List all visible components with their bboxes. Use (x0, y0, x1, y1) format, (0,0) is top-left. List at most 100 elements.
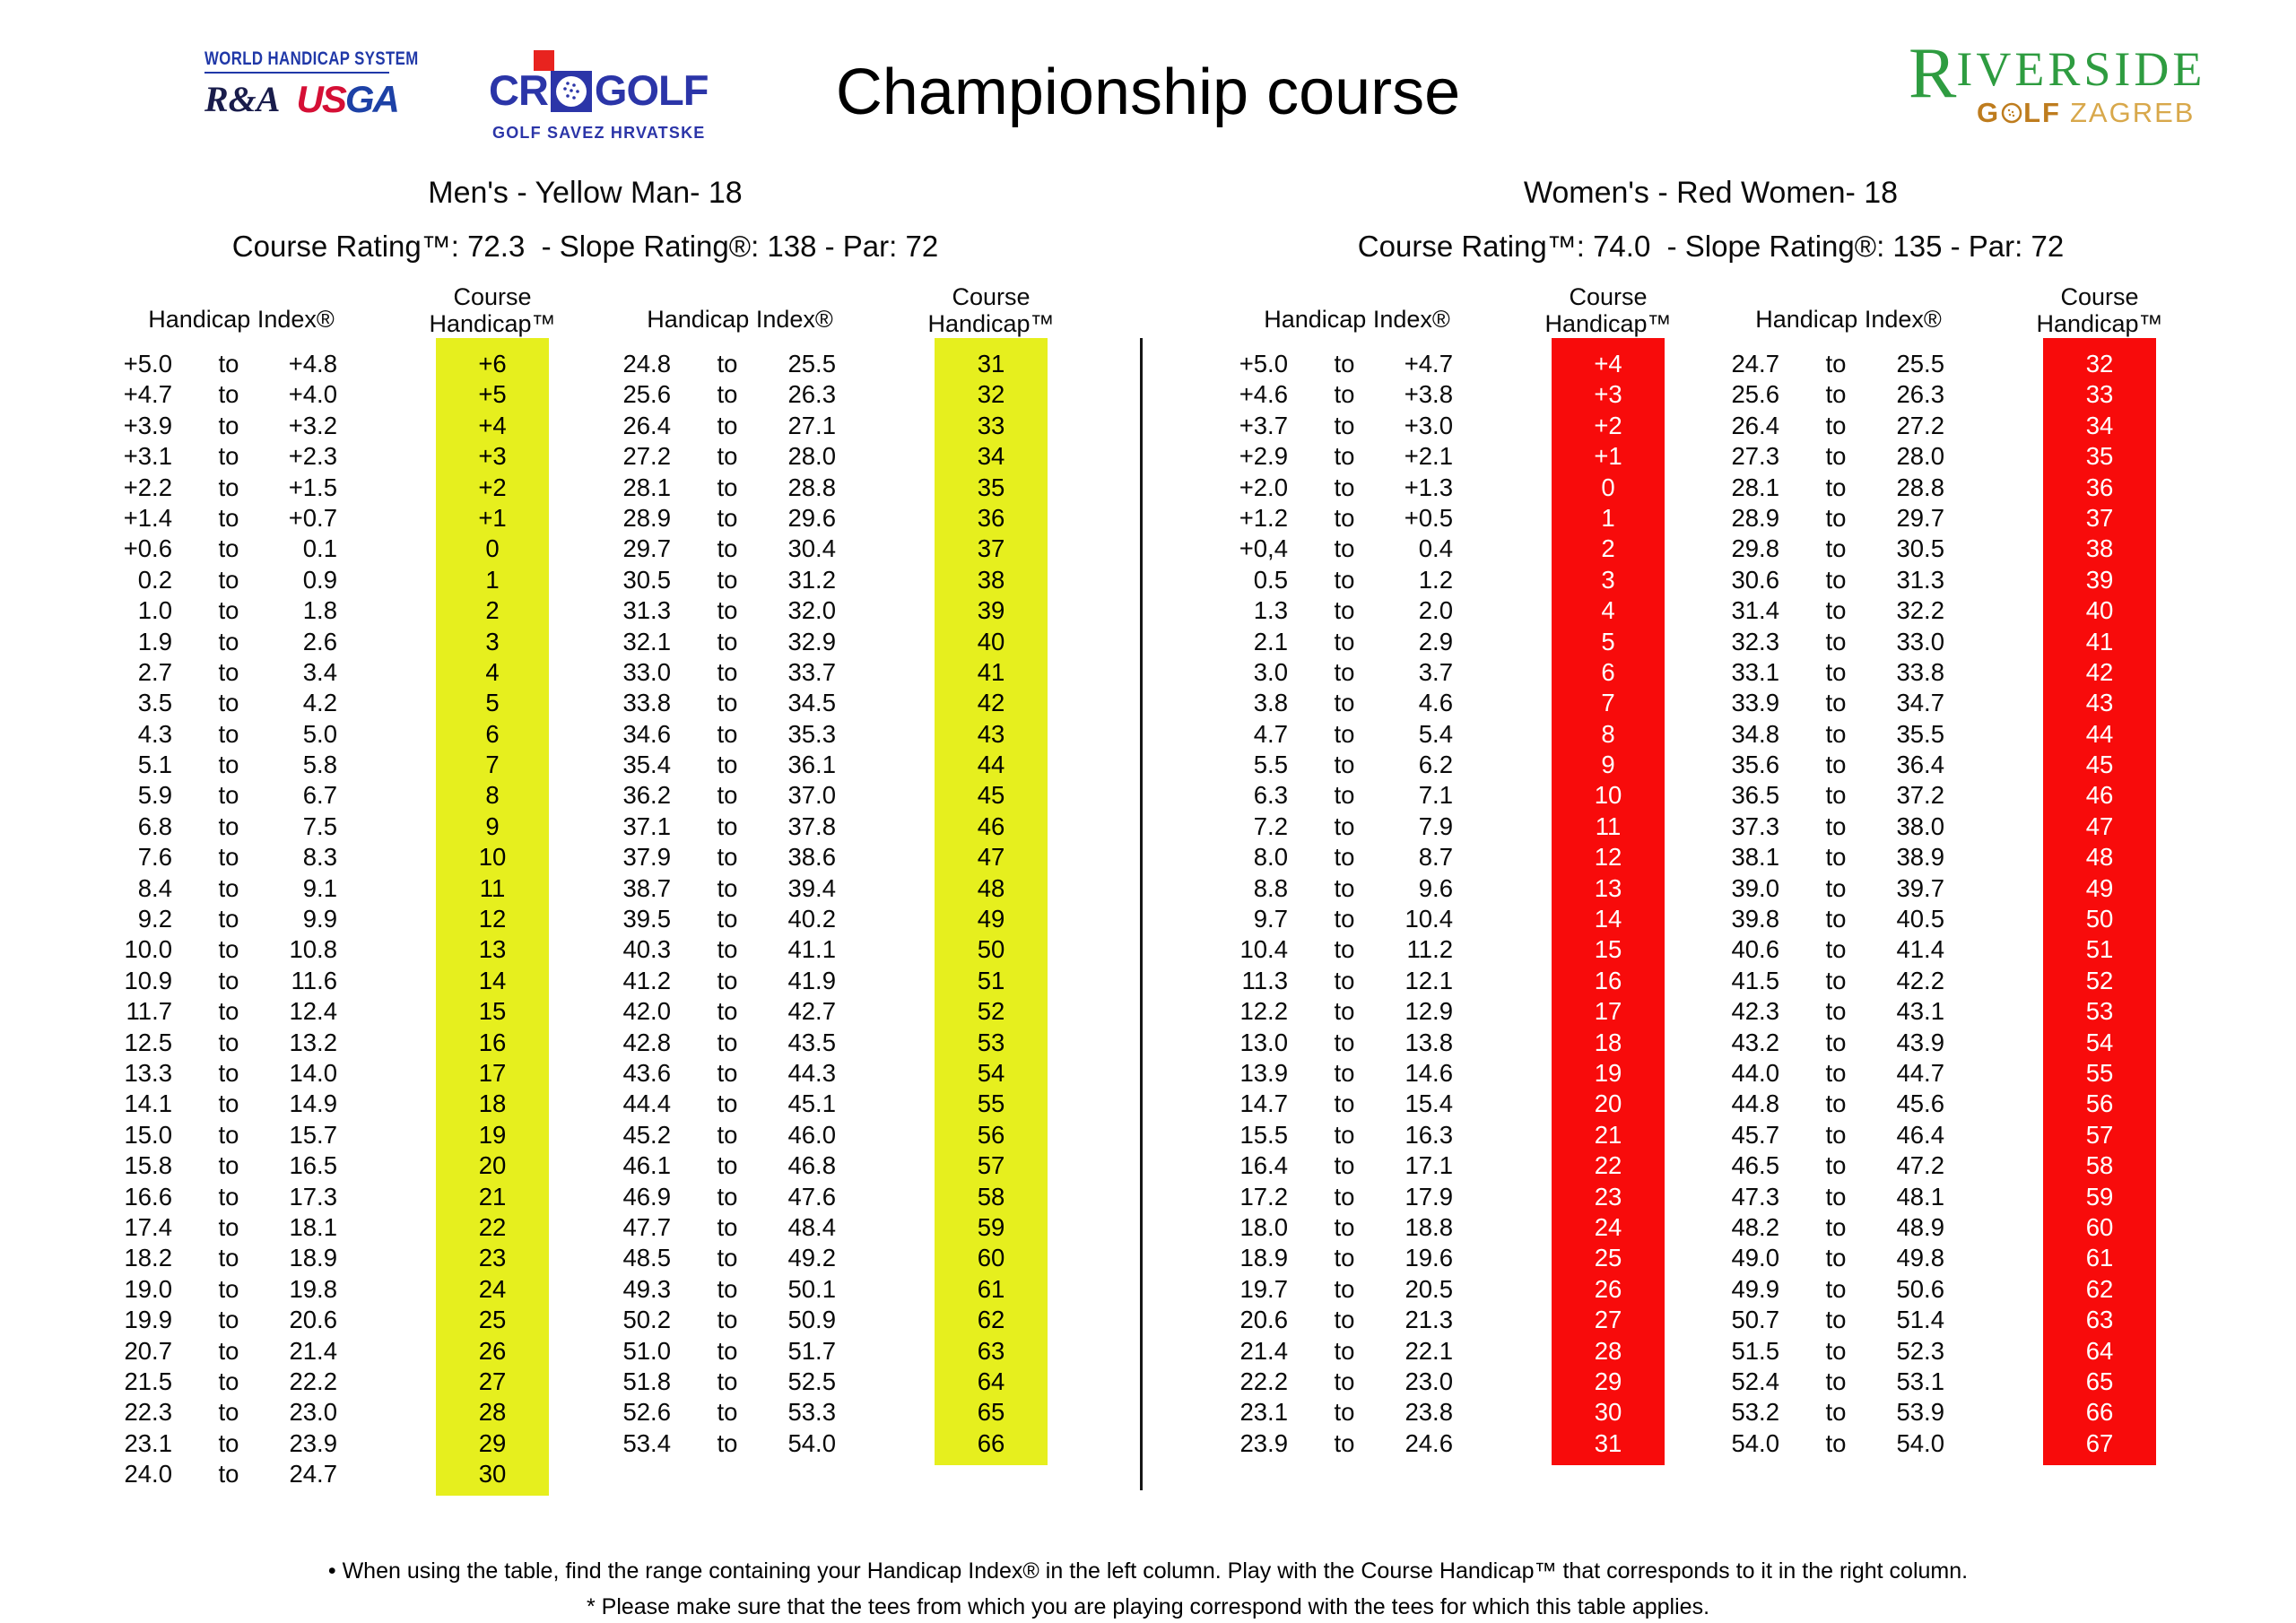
spacer (1779, 1243, 1812, 1273)
spacer (752, 1459, 761, 1465)
spacer (671, 565, 703, 595)
table-row: +4.7 to +4.0 +5 (66, 379, 551, 411)
course-handicap-value: 13 (1552, 872, 1665, 905)
handicap-index-high: 16.5 (289, 1151, 337, 1180)
to-label (1812, 1459, 1860, 1465)
spacer (1288, 1028, 1320, 1058)
spacer (1453, 1305, 1552, 1335)
spacer (1453, 1243, 1552, 1273)
spacer (671, 996, 703, 1027)
spacer (1944, 1274, 2043, 1305)
table-row: 42.0 to 42.7 52 (565, 996, 1049, 1028)
course-handicap-value: 45 (935, 780, 1048, 812)
handicap-index-low: 10.4 (1239, 935, 1288, 964)
handicap-index-high: 19.6 (1405, 1244, 1453, 1272)
handicap-index-low: 3.0 (1253, 657, 1288, 686)
to-label: to (1825, 1028, 1847, 1056)
handicap-index-low (1674, 1459, 1779, 1465)
to-label: to (1334, 503, 1355, 532)
handicap-index-low: 50.2 (622, 1306, 671, 1334)
table-row: 21.5 to 22.2 27 (66, 1366, 551, 1398)
course-handicap-value: 33 (2043, 379, 2156, 411)
spacer (1369, 904, 1378, 934)
handicap-index-low: 41.2 (622, 966, 671, 994)
spacer (1860, 842, 1869, 872)
spacer (671, 1120, 703, 1150)
course-handicap-value: 46 (935, 811, 1048, 843)
handicap-index-high: 48.1 (1896, 1182, 1944, 1211)
handicap-index-high: 36.4 (1896, 751, 1944, 779)
spacer (1369, 750, 1378, 780)
spacer (671, 1028, 703, 1058)
spacer (172, 873, 204, 904)
to-label: to (1334, 719, 1355, 748)
to-label: to (1825, 1058, 1847, 1087)
spacer (172, 842, 204, 872)
handicap-index-high: 10.8 (289, 935, 337, 964)
table-row: 35.4 to 36.1 44 (565, 750, 1049, 781)
to-label: to (218, 473, 239, 501)
to-label: to (717, 411, 738, 439)
spacer (172, 1182, 204, 1212)
spacer (1453, 812, 1552, 842)
spacer (1453, 1212, 1552, 1243)
handicap-index-low: 54.0 (1731, 1428, 1779, 1457)
handicap-index-low: 46.9 (622, 1182, 671, 1211)
spacer (337, 873, 436, 904)
course-handicap-value: 36 (2043, 472, 2156, 503)
spacer (1860, 780, 1869, 811)
course-handicap-value: 37 (935, 534, 1048, 565)
table-row: 13.9 to 14.6 19 (1182, 1057, 1666, 1089)
table-row (1674, 338, 2158, 349)
spacer (1453, 1182, 1552, 1212)
spacer (172, 534, 204, 564)
handicap-index-low: 49.0 (1731, 1244, 1779, 1272)
spacer (752, 966, 761, 996)
spacer (1944, 1058, 2043, 1089)
spacer (1288, 873, 1320, 904)
spacer (1453, 873, 1552, 904)
table-row: +3.7 to +3.0 +2 (1182, 410, 1666, 442)
handicap-index-high: 54.0 (1896, 1428, 1944, 1457)
handicap-index-low: 24.0 (124, 1460, 172, 1488)
spacer (1779, 1397, 1812, 1428)
table-row: 10.4 to 11.2 15 (1182, 934, 1666, 966)
table-row: 38.1 to 38.9 48 (1674, 842, 2158, 873)
table-row (1182, 338, 1666, 349)
men-table-group-1: Handicap Index® Course Handicap™ +5.0 to +4… (66, 282, 556, 1497)
course-handicap-value: 50 (935, 934, 1048, 966)
course-handicap-value: 44 (2043, 718, 2156, 751)
to-label: to (218, 1058, 239, 1087)
handicap-index-high: +4.8 (288, 350, 337, 378)
spacer (1944, 719, 2043, 750)
handicap-index-low: 40.6 (1731, 935, 1779, 964)
handicap-index-high: 32.9 (787, 627, 836, 655)
table-row: 53.4 to 54.0 66 (565, 1428, 1049, 1460)
men-table-group-2: Handicap Index® Course Handicap™ 24.8 to 25… (565, 282, 1055, 1466)
spacer (172, 1243, 204, 1273)
spacer (253, 441, 262, 472)
course-handicap-value: 57 (935, 1150, 1048, 1182)
to-label: to (1825, 627, 1847, 655)
spacer (1453, 780, 1552, 811)
handicap-index-low: 0.5 (1253, 565, 1288, 594)
course-handicap-value: 62 (935, 1305, 1048, 1336)
course-handicap-value: 12 (436, 904, 549, 935)
handicap-index-low: 45.7 (1731, 1120, 1779, 1149)
spacer (1944, 379, 2043, 410)
spacer (752, 873, 761, 904)
spacer (253, 379, 262, 410)
spacer (1779, 1367, 1812, 1397)
handicap-index-low: 5.9 (137, 781, 172, 810)
course-handicap-value: 24 (436, 1273, 549, 1306)
course-handicap-value: +2 (436, 472, 549, 503)
course-handicap-value: 10 (436, 842, 549, 873)
course-handicap-value: 56 (2043, 1089, 2156, 1120)
spacer (172, 657, 204, 688)
handicap-index-high: 18.8 (1405, 1212, 1453, 1241)
spacer (1369, 441, 1378, 472)
handicap-index-low: 17.4 (124, 1212, 172, 1241)
to-label: to (717, 1336, 738, 1365)
table-row: 39.8 to 40.5 50 (1674, 904, 2158, 935)
spacer (1369, 996, 1378, 1027)
